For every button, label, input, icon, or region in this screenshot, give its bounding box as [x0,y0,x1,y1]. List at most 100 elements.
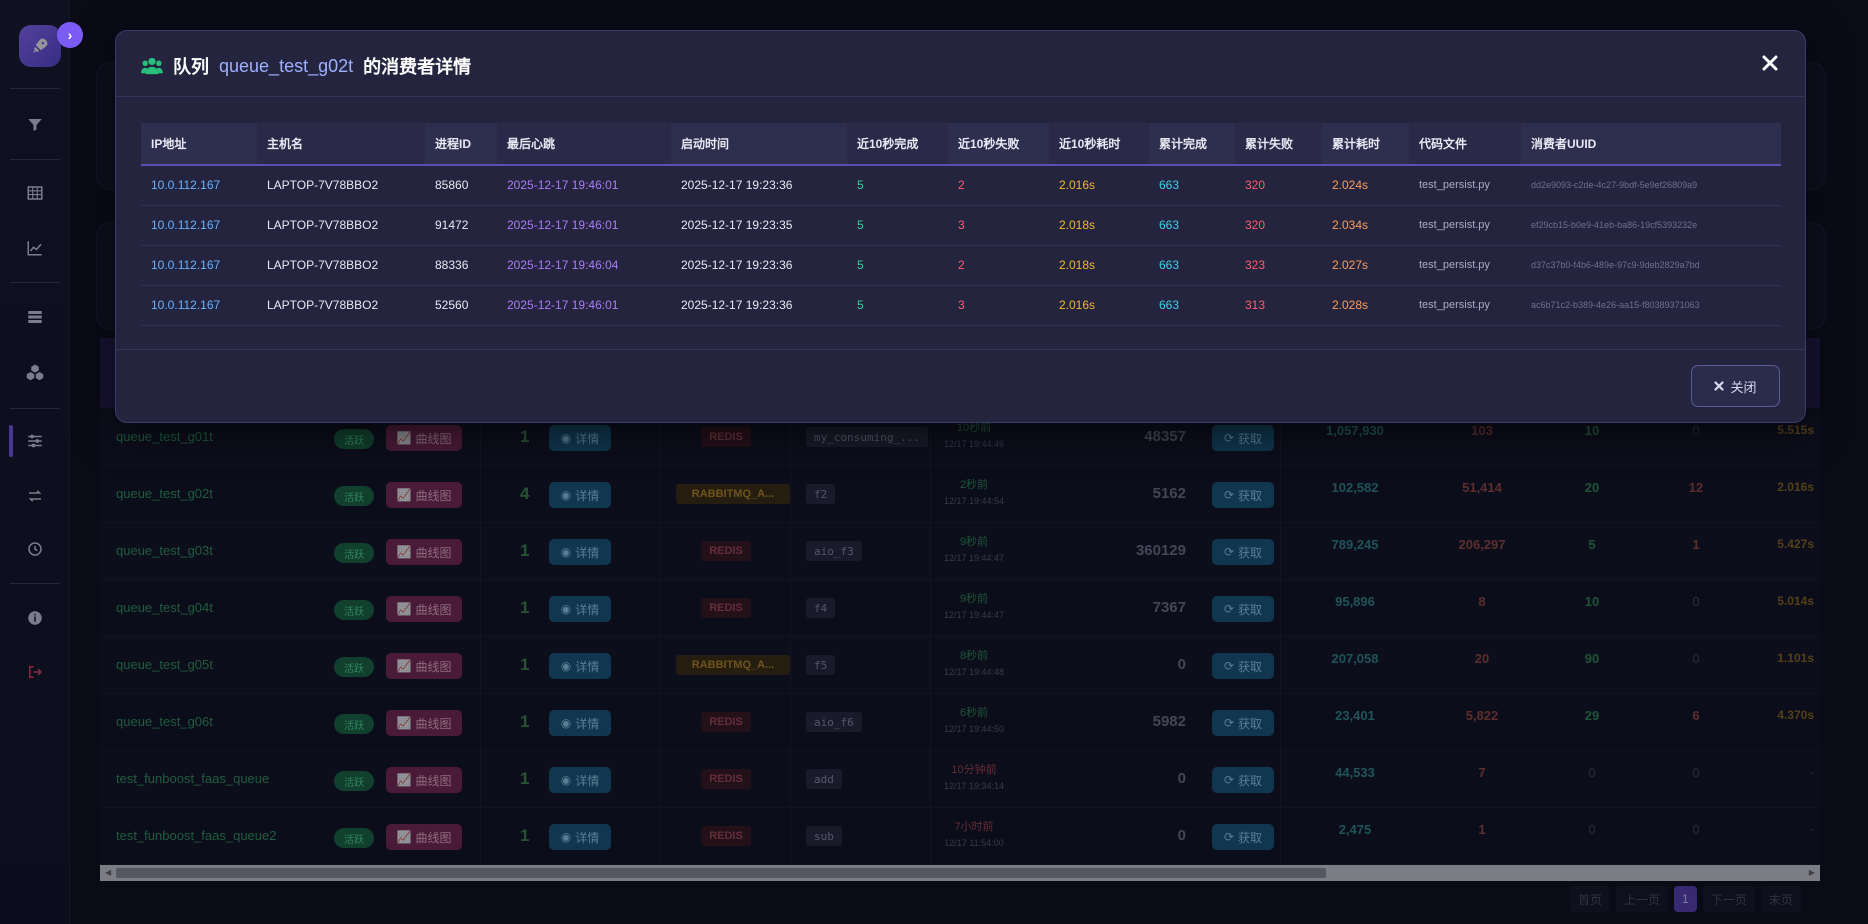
fetch-button-label: 获取 [1238,545,1263,560]
detail-button[interactable]: ◉ 详情 [549,767,611,793]
modal-close-button[interactable] [1759,52,1781,74]
message-count: 5982 [1152,713,1186,730]
fetch-button[interactable]: ⟳ 获取 [1212,767,1274,793]
modal-close-footer-button[interactable]: 关闭 [1691,365,1780,407]
fetch-button[interactable]: ⟳ 获取 [1212,482,1274,508]
heartbeat-time: 12/17 11:54:00 [944,838,1004,848]
sidebar-item-server[interactable] [0,295,70,339]
queue-name[interactable]: queue_test_g05t [116,657,213,672]
message-count: 0 [1177,770,1186,787]
pagination-first-button[interactable]: 首页 [1570,886,1611,912]
detail-button-label: 详情 [575,602,600,617]
scroll-left-icon[interactable]: ◀ [105,868,112,877]
heartbeat-ago: 2秒前 [959,479,989,491]
fetch-button[interactable]: ⟳ 获取 [1212,596,1274,622]
column-divider [790,694,791,751]
scroll-right-icon[interactable]: ▶ [1808,868,1815,877]
server-icon [28,311,42,323]
detail-button[interactable]: ◉ 详情 [549,710,611,736]
modal-title-queue-name: queue_test_g02t [219,55,354,76]
consumer-uuid: ac6b71c2-b389-4e26-aa15-f80389371063 [1521,285,1781,326]
column-divider [1280,808,1281,865]
detail-button[interactable]: ◉ 详情 [549,653,611,679]
refresh-icon: ⟳ [1223,716,1235,730]
curve-button[interactable]: 📈 曲线图 [386,425,462,451]
queue-name[interactable]: test_funboost_faas_queue [116,771,270,786]
eye-icon: ◉ [560,431,572,445]
filter-icon [28,119,42,131]
fetch-button[interactable]: ⟳ 获取 [1212,539,1274,565]
sidebar-toggle-button[interactable]: › [57,22,83,48]
detail-button[interactable]: ◉ 详情 [549,482,611,508]
curve-button[interactable]: 📈 曲线图 [386,539,462,565]
sidebar-item-cubes[interactable] [0,350,70,394]
column-divider [480,580,481,637]
avg-cost: 1.101s [1777,651,1814,665]
logo[interactable] [19,25,61,67]
queue-name[interactable]: queue_test_g02t [116,486,213,501]
queue-name[interactable]: queue_test_g01t [116,429,213,444]
table-row: 10.0.112.167 LAPTOP-7V78BBO2 52560 2025-12-… [141,285,1781,326]
done-10s: 20 [1584,480,1600,495]
queue-name[interactable]: test_funboost_faas_queue2 [116,828,277,843]
fetch-button[interactable]: ⟳ 获取 [1212,653,1274,679]
sidebar-item-chart[interactable] [0,226,70,270]
sidebar-item-filter[interactable] [0,103,70,147]
pagination-prev-button[interactable]: 上一页 [1616,886,1669,912]
message-count: 5162 [1152,485,1186,502]
curve-button-label: 曲线图 [415,431,452,446]
curve-button[interactable]: 📈 曲线图 [386,767,462,793]
column-header: 启动时间 [671,123,847,166]
consumer-pid: 85860 [425,165,497,206]
refresh-icon: ⟳ [1223,431,1235,445]
exchange-icon [28,490,42,502]
refresh-icon: ⟳ [1223,773,1235,787]
heartbeat-ago: 6秒前 [959,707,989,719]
detail-button[interactable]: ◉ 详情 [549,425,611,451]
column-divider [480,808,481,865]
sidebar-item-table[interactable] [0,171,70,215]
sidebar-item-sliders[interactable] [0,419,70,463]
sidebar-item-exchange[interactable] [0,474,70,518]
column-header: 近10秒完成 [847,123,948,166]
curve-button[interactable]: 📈 曲线图 [386,824,462,850]
curve-button[interactable]: 📈 曲线图 [386,710,462,736]
fail-10s: 0 [1692,651,1700,666]
detail-button-label: 详情 [575,659,600,674]
consumer-ip: 10.0.112.167 [141,165,257,206]
fetch-button[interactable]: ⟳ 获取 [1212,425,1274,451]
fetch-button[interactable]: ⟳ 获取 [1212,710,1274,736]
column-divider [660,751,661,808]
sidebar-item-logout[interactable] [0,650,70,694]
modal-title-prefix: 队列 [173,57,209,77]
curve-button[interactable]: 📈 曲线图 [386,653,462,679]
pagination-next-button[interactable]: 下一页 [1702,886,1755,912]
consumer-done-10s: 5 [847,165,948,206]
fetch-button[interactable]: ⟳ 获取 [1212,824,1274,850]
detail-button[interactable]: ◉ 详情 [549,824,611,850]
detail-button[interactable]: ◉ 详情 [549,596,611,622]
horizontal-scrollbar[interactable]: ◀ ▶ [100,865,1820,881]
detail-button-label: 详情 [575,488,600,503]
table-row: queue_test_g04t 活跃 📈 曲线图 1 ◉ 详情 REDIS f4 9秒前 12/17… [100,580,1820,637]
function-name: my_consuming_... [806,427,928,447]
fail-10s: 0 [1692,822,1700,837]
sidebar-item-info[interactable] [0,596,70,640]
curve-button[interactable]: 📈 曲线图 [386,596,462,622]
queue-name[interactable]: queue_test_g04t [116,600,213,615]
queue-name[interactable]: queue_test_g03t [116,543,213,558]
pagination-last-button[interactable]: 末页 [1760,886,1801,912]
consumer-cost-10s: 2.018s [1049,245,1149,286]
consumer-total-done: 663 [1149,285,1235,326]
sidebar-item-history[interactable] [0,527,70,571]
detail-button-label: 详情 [575,545,600,560]
pagination-current-page[interactable]: 1 [1674,886,1697,912]
curve-button[interactable]: 📈 曲线图 [386,482,462,508]
consumer-hostname: LAPTOP-7V78BBO2 [257,165,425,206]
detail-button[interactable]: ◉ 详情 [549,539,611,565]
total-done: 2,475 [1338,822,1372,837]
sidebar-divider [10,583,60,584]
scrollbar-thumb[interactable] [116,868,1326,878]
queue-name[interactable]: queue_test_g06t [116,714,213,729]
refresh-icon: ⟳ [1223,602,1235,616]
